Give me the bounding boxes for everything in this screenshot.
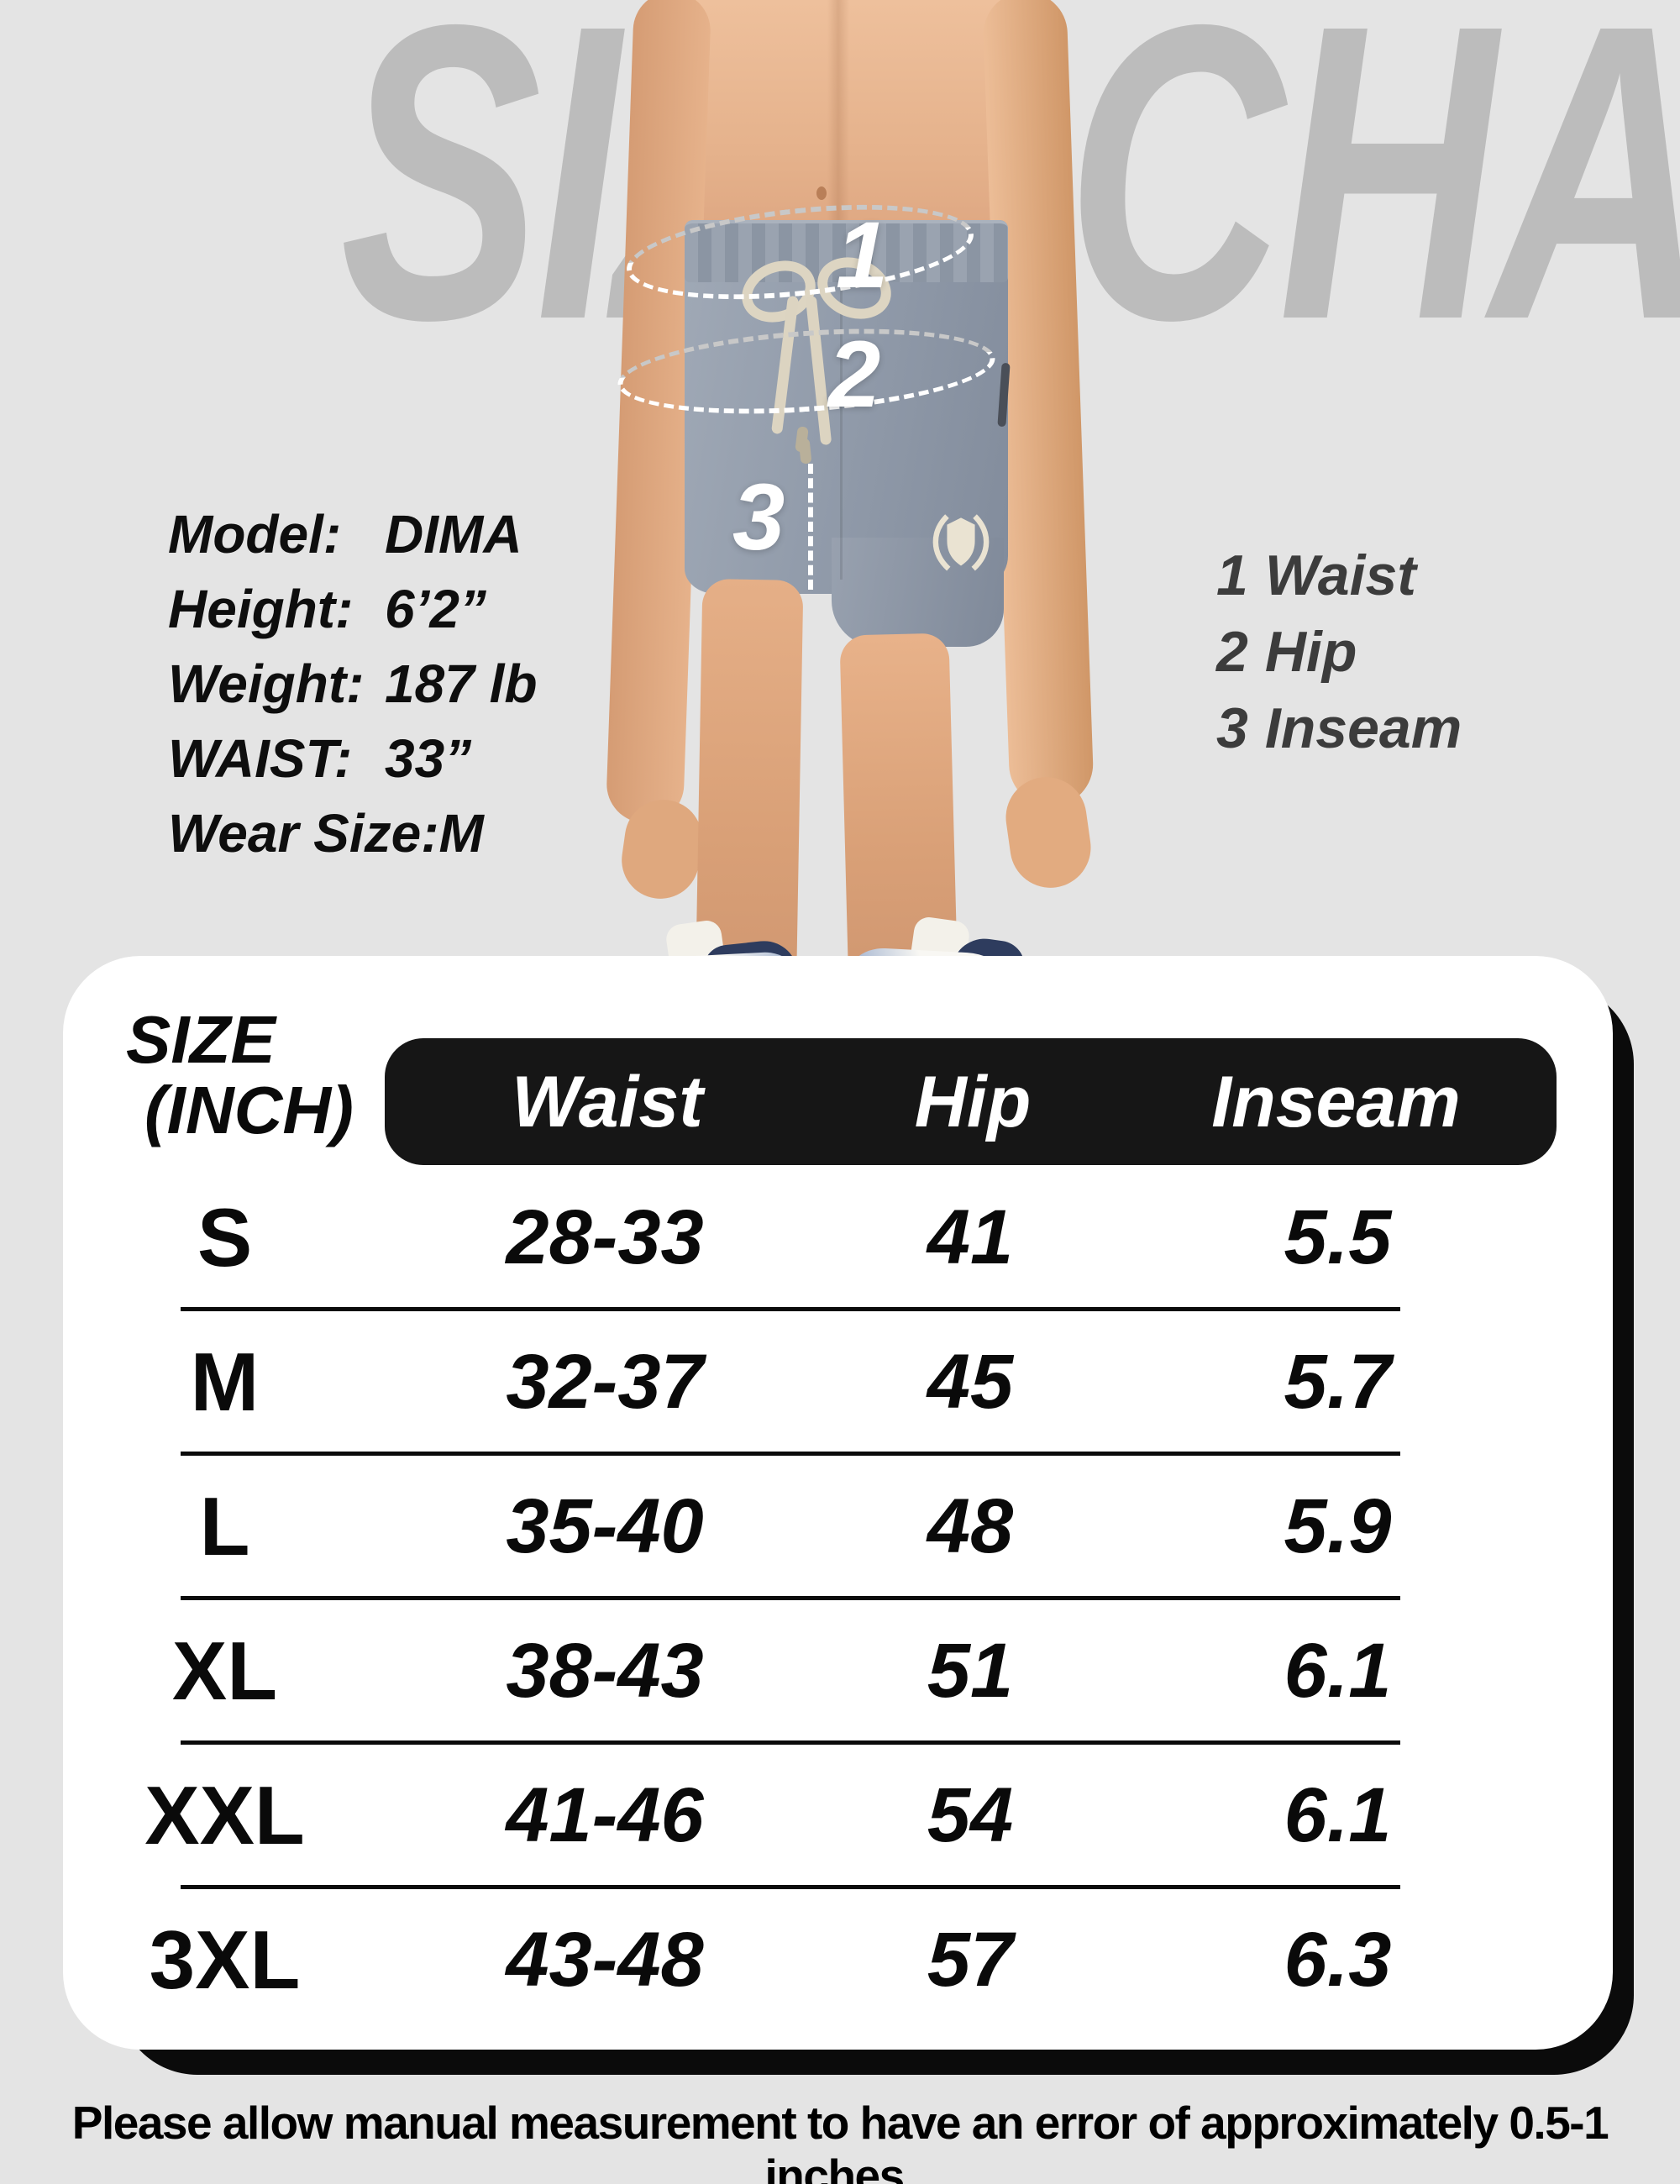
model-value: DIMA [385, 504, 522, 564]
marker-3-inseam: 3 [732, 465, 785, 570]
inseam-cell: 6.1 [1284, 1772, 1392, 1858]
weight-value: 187 lb [385, 654, 538, 714]
waist-cell: 38-43 [506, 1627, 704, 1714]
shorts-waistband [685, 220, 1008, 282]
hip-cell: 48 [927, 1483, 1014, 1569]
hip-cell: 51 [927, 1627, 1014, 1714]
height-label: Height: [168, 579, 354, 639]
table-row-xxl: XXL 41-46 54 6.1 [63, 1745, 1613, 1885]
row-divider [181, 1885, 1400, 1889]
size-cell: M [190, 1335, 260, 1428]
legend-label: Waist [1264, 543, 1416, 607]
table-row-s: S 28-33 41 5.5 [63, 1167, 1613, 1307]
legend-item-waist: 1 Waist [1216, 538, 1462, 614]
shorts-seam [840, 286, 843, 580]
inseam-cell: 5.7 [1284, 1338, 1392, 1425]
table-header-bar: Waist Hip Inseam [385, 1038, 1557, 1165]
row-divider [181, 1596, 1400, 1600]
wear-size-label: Wear Size: [168, 803, 439, 864]
model-info-row: Model: DIMA [168, 497, 537, 572]
waist-cell: 28-33 [506, 1194, 704, 1280]
inseam-cell: 5.9 [1284, 1483, 1392, 1569]
row-divider [181, 1740, 1400, 1745]
table-row-l: L 35-40 48 5.9 [63, 1456, 1613, 1596]
table-row-3xl: 3XL 43-48 57 6.3 [63, 1889, 1613, 2029]
column-header-waist: Waist [512, 1061, 703, 1142]
marker-2-hip: 2 [828, 322, 881, 427]
size-cell: 3XL [149, 1913, 301, 2006]
marker-1-waist: 1 [836, 202, 889, 307]
size-table-body: S 28-33 41 5.5 M 32-37 45 5.7 L 35-40 48… [63, 1167, 1613, 2029]
inseam-measure-line [808, 464, 813, 590]
measurement-disclaimer: Please allow manual measurement to have … [71, 2097, 1609, 2184]
hip-cell: 54 [927, 1772, 1014, 1858]
column-header-inseam: Inseam [1211, 1061, 1461, 1142]
waist-cell: 35-40 [506, 1483, 704, 1569]
waist-cell: 32-37 [506, 1338, 704, 1425]
legend-item-hip: 2 Hip [1216, 614, 1462, 690]
size-cell: L [199, 1479, 250, 1572]
legend-num: 3 [1216, 696, 1248, 760]
model-label: Model: [168, 504, 342, 564]
legend-label: Inseam [1264, 696, 1462, 760]
shorts-right-leg [832, 538, 1004, 647]
hip-cell: 57 [927, 1916, 1014, 2003]
model-info-row: WAIST: 33” [168, 722, 537, 796]
navel [816, 186, 827, 200]
table-corner-label-unit: (INCH) [144, 1073, 354, 1147]
row-divider [181, 1452, 1400, 1456]
waist-cell: 41-46 [506, 1772, 704, 1858]
table-row-xl: XL 38-43 51 6.1 [63, 1600, 1613, 1740]
waist-label: WAIST: [168, 728, 353, 789]
model-info-row: Wear Size: M [168, 796, 537, 871]
crest-logo-icon [932, 514, 990, 571]
size-cell: XXL [144, 1768, 305, 1861]
legend-num: 1 [1216, 543, 1248, 607]
hip-cell: 41 [927, 1194, 1014, 1280]
row-divider [181, 1307, 1400, 1311]
hip-cell: 45 [927, 1338, 1014, 1425]
size-cell: XL [171, 1624, 278, 1717]
wear-size-value: M [438, 803, 484, 864]
inseam-cell: 6.1 [1284, 1627, 1392, 1714]
torso-shading [827, 0, 849, 235]
weight-label: Weight: [168, 654, 365, 714]
inseam-cell: 5.5 [1284, 1194, 1392, 1280]
size-cell: S [197, 1190, 253, 1284]
waist-value: 33” [385, 728, 472, 789]
model-info-row: Weight: 187 lb [168, 647, 537, 722]
model-info-block: Model: DIMA Height: 6’2” Weight: 187 lb … [168, 497, 537, 871]
legend-label: Hip [1264, 620, 1357, 684]
model-torso [672, 0, 1004, 252]
measurement-legend: 1 Waist 2 Hip 3 Inseam [1216, 538, 1462, 767]
table-corner-label-size: SIZE [126, 1002, 276, 1077]
legend-item-inseam: 3 Inseam [1216, 690, 1462, 767]
legend-num: 2 [1216, 620, 1248, 684]
inseam-cell: 6.3 [1284, 1916, 1392, 2003]
column-header-hip: Hip [914, 1061, 1032, 1142]
height-value: 6’2” [385, 579, 486, 639]
table-row-m: M 32-37 45 5.7 [63, 1311, 1613, 1452]
waist-cell: 43-48 [506, 1916, 704, 2003]
model-info-row: Height: 6’2” [168, 572, 537, 647]
